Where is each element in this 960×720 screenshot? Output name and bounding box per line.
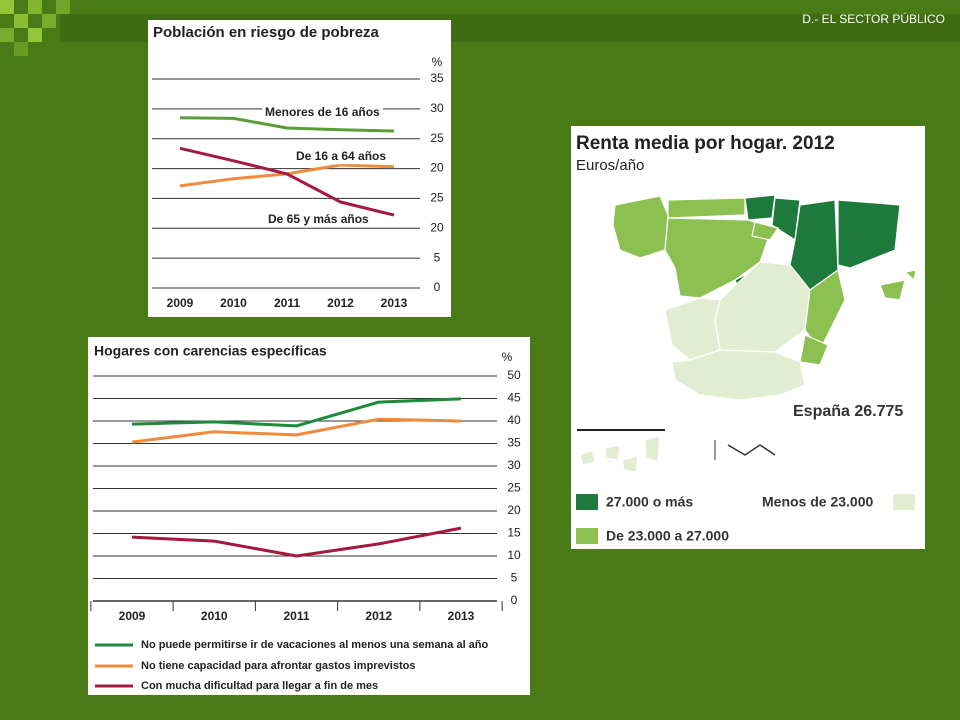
region bbox=[664, 297, 721, 361]
y-tick-label: 5 bbox=[434, 250, 441, 264]
legend-label: Con mucha dificultad para llegar a fin d… bbox=[141, 680, 378, 692]
legend-label: No tiene capacidad para afrontar gastos … bbox=[141, 660, 415, 672]
x-tick-label: 2010 bbox=[201, 609, 228, 623]
region bbox=[903, 269, 917, 282]
region bbox=[799, 334, 829, 366]
y-tick-label: 35 bbox=[507, 436, 521, 450]
x-tick-label: 2010 bbox=[220, 296, 247, 310]
region bbox=[744, 194, 776, 221]
label-bg bbox=[293, 148, 390, 165]
y-tick-label: 40 bbox=[507, 413, 521, 427]
map-annotation: España 26.775 bbox=[793, 403, 903, 420]
unit-label: % bbox=[502, 350, 513, 364]
legend-label: No puede permitirse ir de vacaciones al … bbox=[141, 639, 489, 651]
region bbox=[751, 221, 779, 241]
y-tick-label: 10 bbox=[507, 548, 521, 562]
decoration bbox=[0, 0, 70, 56]
legend-label: Menos de 23.000 bbox=[762, 494, 873, 510]
series-line bbox=[131, 417, 462, 444]
map-title: Renta media por hogar. 2012 bbox=[576, 133, 835, 154]
y-tick-label: 15 bbox=[507, 526, 521, 540]
chart-title: Población en riesgo de pobreza bbox=[153, 24, 380, 41]
y-tick-label: 25 bbox=[507, 481, 521, 495]
legend-label: 27.000 o más bbox=[606, 494, 693, 510]
y-tick-label: 20 bbox=[507, 503, 521, 517]
series-label: Menores de 16 años bbox=[265, 105, 380, 119]
region bbox=[604, 444, 621, 461]
x-tick-label: 2012 bbox=[327, 296, 354, 310]
x-tick-label: 2012 bbox=[365, 609, 392, 623]
y-tick-label: 45 bbox=[507, 391, 521, 405]
x-tick-label: 2009 bbox=[167, 296, 194, 310]
region bbox=[612, 195, 669, 259]
unit-label: % bbox=[432, 55, 443, 69]
region bbox=[621, 455, 639, 473]
y-tick-label: 50 bbox=[507, 368, 521, 382]
map-subtitle: Euros/año bbox=[576, 157, 644, 174]
label-bg bbox=[265, 211, 373, 228]
region bbox=[579, 449, 596, 466]
x-tick-label: 2009 bbox=[119, 609, 146, 623]
y-tick-label: 20 bbox=[430, 220, 444, 234]
series-label: De 16 a 64 años bbox=[296, 149, 386, 163]
y-tick-label: 25 bbox=[430, 191, 444, 205]
y-tick-label: 0 bbox=[434, 280, 441, 294]
y-tick-label: 30 bbox=[430, 101, 444, 115]
y-tick-label: 20 bbox=[430, 161, 444, 175]
y-tick-label: 25 bbox=[430, 131, 444, 145]
x-tick-label: 2011 bbox=[283, 609, 309, 623]
chart-title: Hogares con carencias específicas bbox=[94, 343, 327, 359]
series-line bbox=[131, 397, 462, 428]
legend-swatch bbox=[576, 528, 598, 544]
y-tick-label: 5 bbox=[511, 571, 518, 585]
legend-swatch bbox=[893, 494, 915, 510]
legend-swatch bbox=[576, 494, 598, 510]
series-label: De 65 y más años bbox=[268, 212, 369, 226]
legend-label: De 23.000 a 27.000 bbox=[606, 528, 729, 544]
region bbox=[879, 279, 906, 301]
x-tick-label: 2013 bbox=[448, 609, 475, 623]
region bbox=[667, 197, 746, 219]
y-tick-label: 35 bbox=[430, 71, 444, 85]
header: D.- EL SECTOR PÚBLICO bbox=[802, 11, 945, 26]
y-tick-label: 30 bbox=[507, 458, 521, 472]
series-line bbox=[131, 526, 462, 558]
map: Renta media por hogar. 2012 Euros/año Es… bbox=[576, 133, 917, 544]
series-line bbox=[179, 146, 395, 217]
scale-icon bbox=[727, 444, 776, 456]
panel bbox=[88, 337, 530, 695]
label-bg bbox=[262, 104, 384, 121]
region bbox=[671, 349, 806, 401]
series-line bbox=[179, 116, 395, 133]
region bbox=[837, 199, 901, 269]
y-tick-label: 0 bbox=[511, 593, 518, 607]
region bbox=[804, 268, 846, 352]
x-tick-label: 2013 bbox=[381, 296, 408, 310]
region bbox=[644, 435, 661, 463]
x-tick-label: 2011 bbox=[274, 296, 300, 310]
